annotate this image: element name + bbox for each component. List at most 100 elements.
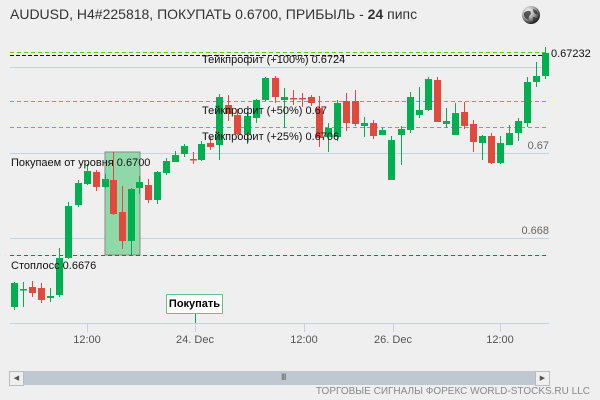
candle-body bbox=[38, 288, 45, 300]
candle[interactable] bbox=[533, 62, 540, 87]
candle[interactable] bbox=[443, 108, 450, 128]
candle[interactable] bbox=[398, 126, 405, 165]
candle-body bbox=[434, 80, 441, 122]
candle-body bbox=[154, 172, 161, 200]
candle[interactable] bbox=[299, 93, 306, 107]
candle[interactable] bbox=[29, 281, 36, 297]
candle[interactable] bbox=[361, 117, 368, 137]
candle[interactable] bbox=[172, 151, 179, 162]
candle[interactable] bbox=[479, 135, 486, 160]
candle[interactable] bbox=[452, 103, 459, 135]
candle[interactable] bbox=[145, 179, 152, 203]
candle[interactable] bbox=[343, 93, 350, 131]
candle-body bbox=[352, 101, 359, 124]
candle[interactable] bbox=[352, 90, 359, 126]
candle[interactable] bbox=[334, 100, 341, 141]
candle-body bbox=[181, 146, 188, 154]
candle[interactable] bbox=[154, 171, 161, 204]
takeprofit-50-label: Тейкпрофит (+50%) 0.67 bbox=[202, 105, 327, 117]
candle[interactable] bbox=[524, 77, 531, 127]
candle[interactable] bbox=[244, 112, 251, 144]
candle[interactable] bbox=[198, 141, 205, 161]
candle[interactable] bbox=[370, 120, 377, 139]
candle[interactable] bbox=[47, 288, 54, 302]
candle-body bbox=[234, 115, 241, 134]
candle[interactable] bbox=[102, 174, 109, 188]
candle-body bbox=[479, 136, 486, 143]
candle[interactable] bbox=[234, 109, 241, 135]
candle-body bbox=[225, 105, 232, 114]
candle[interactable] bbox=[316, 96, 323, 147]
scrollbar-grip-icon[interactable]: III bbox=[281, 372, 286, 382]
candle-body bbox=[370, 123, 377, 136]
candle-body bbox=[84, 171, 91, 184]
candle[interactable] bbox=[84, 164, 91, 185]
candle-body bbox=[110, 180, 117, 214]
candle[interactable] bbox=[207, 137, 214, 150]
takeprofit-25-label: Тейкпрофит (+25%) 0.6706 bbox=[202, 131, 339, 143]
chart-scrollbar[interactable]: ◀ III ▶ bbox=[9, 371, 550, 386]
candle-body bbox=[290, 98, 297, 100]
current-price-label: 0.67232 bbox=[551, 48, 591, 60]
candle[interactable] bbox=[181, 144, 188, 157]
candle[interactable] bbox=[119, 186, 126, 249]
candle[interactable] bbox=[281, 88, 288, 128]
chart-title: AUDUSD, H4#225818, ПОКУПАТЬ 0.6700, ПРИБ… bbox=[10, 6, 417, 22]
candle-body bbox=[343, 101, 350, 123]
candle[interactable] bbox=[163, 158, 170, 175]
candle-body bbox=[11, 283, 18, 307]
candle[interactable] bbox=[416, 87, 423, 118]
candle[interactable] bbox=[56, 248, 63, 297]
candle-body bbox=[379, 130, 386, 135]
candle[interactable] bbox=[434, 77, 441, 122]
candle[interactable] bbox=[136, 176, 143, 194]
candle[interactable] bbox=[20, 282, 27, 307]
candle[interactable] bbox=[190, 152, 197, 164]
candle[interactable] bbox=[325, 123, 332, 152]
candle-body bbox=[207, 143, 214, 147]
buy-signal-flag[interactable]: Покупать bbox=[166, 294, 223, 314]
candle-body bbox=[398, 129, 405, 135]
candle[interactable] bbox=[93, 170, 100, 191]
candle[interactable] bbox=[216, 94, 223, 160]
candle[interactable] bbox=[272, 76, 279, 103]
scroll-right-button[interactable]: ▶ bbox=[535, 371, 550, 386]
candle[interactable] bbox=[308, 95, 315, 106]
candle[interactable] bbox=[470, 120, 477, 152]
candle[interactable] bbox=[65, 202, 72, 259]
candle[interactable] bbox=[379, 128, 386, 135]
candle[interactable] bbox=[225, 95, 232, 121]
candle[interactable] bbox=[262, 77, 269, 101]
candle[interactable] bbox=[461, 102, 468, 129]
profit-value: 24 bbox=[367, 6, 384, 22]
scroll-left-button[interactable]: ◀ bbox=[9, 371, 24, 386]
candle-body bbox=[488, 136, 495, 163]
candle[interactable] bbox=[497, 136, 504, 164]
candle-body bbox=[506, 133, 513, 145]
candle[interactable] bbox=[506, 125, 513, 145]
candle[interactable] bbox=[425, 77, 432, 111]
candle[interactable] bbox=[407, 92, 414, 133]
candle[interactable] bbox=[128, 188, 135, 256]
stoploss-label: Стоплосс 0.6676 bbox=[11, 260, 96, 272]
globe-icon[interactable] bbox=[521, 5, 541, 25]
x-tick-label: 12:00 bbox=[73, 334, 101, 346]
candle-body bbox=[75, 183, 82, 205]
candle[interactable] bbox=[488, 133, 495, 164]
candle-body bbox=[172, 155, 179, 162]
candle[interactable] bbox=[542, 47, 549, 79]
candle[interactable] bbox=[110, 152, 117, 215]
candle-body bbox=[388, 140, 395, 180]
profit-unit: пипс bbox=[383, 6, 418, 22]
candle[interactable] bbox=[11, 282, 18, 310]
candle-body bbox=[136, 182, 143, 188]
candle-body bbox=[497, 143, 504, 163]
candle[interactable] bbox=[253, 99, 260, 123]
candle[interactable] bbox=[75, 180, 82, 207]
candle[interactable] bbox=[515, 118, 522, 141]
candle-body bbox=[216, 97, 223, 145]
candle[interactable] bbox=[38, 283, 45, 303]
candle[interactable] bbox=[388, 136, 395, 180]
candle[interactable] bbox=[290, 90, 297, 105]
